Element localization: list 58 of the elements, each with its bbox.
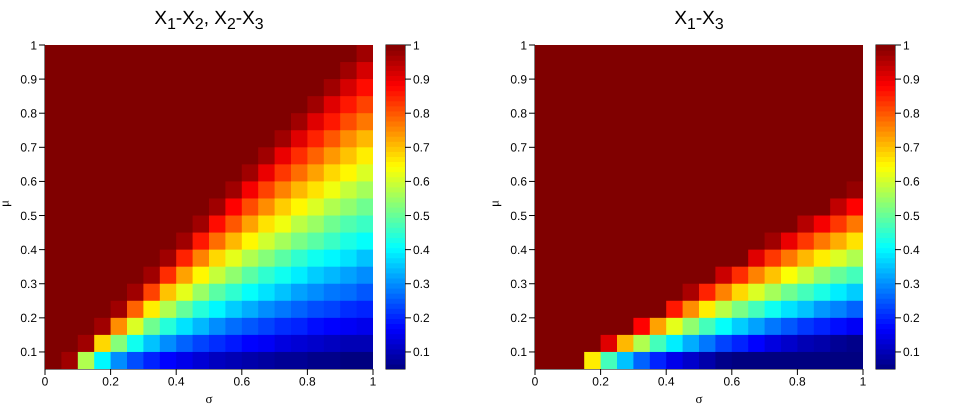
y-tick-label: 0.1: [20, 345, 38, 360]
color-bar-label: 0.3: [413, 276, 430, 291]
chart-title: X$_{1}$-X$_{2}$, X$_{2}$-X$_{3}$: [153, 8, 265, 34]
y-tick-label: 0.8: [20, 106, 38, 120]
y-axis-title: μ: [486, 200, 502, 207]
color-bar-label: 0.7: [413, 140, 430, 155]
color-bar-label: 0.2: [413, 311, 430, 326]
color-bar-label: 0.7: [903, 140, 920, 155]
color-bar-label: 0.5: [903, 208, 920, 223]
y-tick-label: 0.9: [20, 72, 38, 86]
x-tick-label: 0.8: [299, 374, 316, 389]
color-bar-label: 0.4: [413, 242, 430, 257]
x-axis-title: σ: [695, 391, 703, 406]
y-tick-label: 0.8: [510, 106, 528, 120]
color-bar-label: 0.8: [903, 106, 920, 120]
color-bar-label: 0.6: [903, 174, 920, 189]
x-tick-label: 0.8: [789, 374, 806, 389]
color-bar-label: 0.1: [413, 345, 430, 360]
y-tick-label: 0.1: [510, 345, 528, 360]
x-tick-label: 1: [860, 374, 867, 389]
color-bar-label: 0.8: [413, 106, 430, 120]
y-axis-title: μ: [0, 200, 12, 207]
y-tick-label: 1: [520, 38, 528, 52]
color-bar-label: 1: [413, 38, 420, 52]
color-bar-label: 0.2: [903, 311, 920, 326]
y-tick-label: 0.2: [20, 311, 38, 326]
y-tick-label: 0.4: [510, 242, 528, 257]
y-tick-label: 0.6: [510, 174, 528, 189]
x-tick-label: 0: [42, 374, 49, 389]
x-tick-label: 0.2: [592, 374, 610, 389]
x-tick-label: 1: [370, 374, 377, 389]
y-tick-label: 0.7: [510, 140, 528, 155]
chart-title: X$_{1}$-X$_{3}$: [673, 8, 725, 34]
color-bar-label: 0.3: [903, 276, 920, 291]
y-tick-label: 0.3: [510, 276, 528, 291]
color-bar-label: 1: [903, 38, 910, 52]
y-tick-label: 0.9: [510, 72, 528, 86]
color-bar-label: 0.5: [413, 208, 430, 223]
color-bar-label: 0.4: [903, 242, 920, 257]
x-tick-label: 0: [532, 374, 539, 389]
x-axis-title: σ: [205, 391, 213, 406]
y-tick-label: 0.7: [20, 140, 38, 155]
x-tick-label: 0.4: [658, 374, 675, 389]
x-tick-label: 0.6: [723, 374, 740, 389]
color-bar-label: 0.9: [413, 72, 430, 86]
y-tick-label: 0.5: [510, 208, 528, 223]
y-tick-label: 1: [30, 38, 38, 52]
color-bar-label: 0.6: [413, 174, 430, 189]
x-tick-label: 0.4: [168, 374, 185, 389]
y-tick-label: 0.4: [20, 242, 38, 257]
y-tick-label: 0.5: [20, 208, 38, 223]
x-tick-label: 0.6: [233, 374, 250, 389]
y-tick-label: 0.2: [510, 311, 528, 326]
color-bar-label: 0.9: [903, 72, 920, 86]
x-tick-label: 0.2: [102, 374, 120, 389]
y-tick-label: 0.3: [20, 276, 38, 291]
y-tick-label: 0.6: [20, 174, 38, 189]
color-bar-label: 0.1: [903, 345, 920, 360]
